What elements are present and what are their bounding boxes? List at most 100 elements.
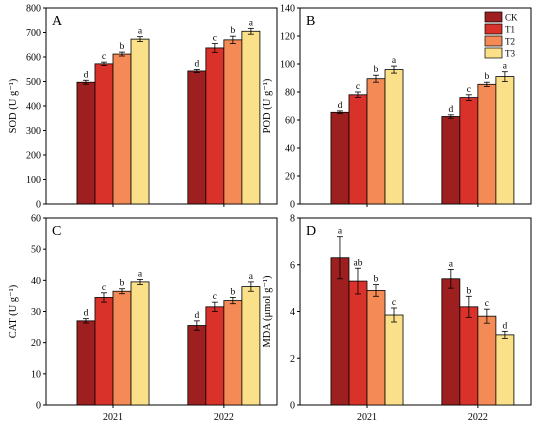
bar-ck	[76, 320, 96, 406]
bar-t3	[384, 314, 404, 406]
y-tick-label: 500	[26, 77, 41, 88]
bar-t3	[384, 69, 404, 205]
significance-label: d	[338, 101, 343, 111]
panel-d-letter: D	[306, 224, 316, 239]
x-tick-label: 2022	[468, 412, 488, 423]
x-tick-label: 2021	[357, 412, 377, 423]
legend-swatch-ck	[484, 11, 503, 23]
legend-label-t3: T3	[505, 49, 515, 59]
y-tick-label: 40	[285, 144, 295, 155]
significance-label: a	[138, 269, 143, 279]
panel-b-y-axis-title: POD (U g⁻¹)	[262, 78, 273, 133]
bar-t2	[366, 78, 386, 205]
significance-label: c	[102, 52, 106, 62]
significance-label: c	[485, 299, 489, 309]
y-tick-label: 60	[285, 116, 295, 127]
legend-label-t2: T2	[505, 37, 515, 47]
y-tick-label: 300	[26, 126, 41, 137]
y-tick-label: 30	[31, 307, 41, 318]
bar-t1	[205, 306, 225, 406]
bar-ck	[330, 257, 350, 406]
y-tick-label: 100	[26, 175, 41, 186]
legend-swatch-t3	[484, 47, 503, 59]
significance-label: d	[84, 309, 89, 319]
legend: CK T1 T2 T3	[484, 11, 518, 59]
bar-ck	[330, 111, 350, 205]
bar-ck	[76, 81, 96, 205]
bar-t2	[112, 53, 132, 205]
legend-label-ck: CK	[505, 13, 518, 23]
panel-a-y-axis-title: SOD (U g⁻¹)	[8, 78, 19, 133]
panel-a-letter: A	[52, 14, 63, 29]
significance-label: d	[503, 321, 508, 331]
significance-label: b	[485, 72, 490, 82]
significance-label: a	[449, 259, 454, 269]
bar-t3	[241, 286, 261, 406]
bar-ck	[187, 70, 207, 205]
y-tick-label: 0	[36, 200, 41, 211]
bar-ck	[441, 116, 461, 205]
bar-t1	[348, 280, 368, 406]
y-tick-label: 800	[26, 4, 41, 15]
panel-a: 0 100 200 300 400 500 600 700 800 SOD (U g⁻¹) Ad c b…	[8, 4, 278, 211]
significance-label: c	[213, 292, 217, 302]
panel-d-y-axis-title: MDA (μmol g⁻¹)	[262, 275, 273, 348]
bar-t1	[205, 47, 225, 205]
y-tick-label: 80	[285, 88, 295, 99]
panel-b-frame	[299, 7, 532, 205]
bar-ck	[441, 278, 461, 406]
bar-t2	[223, 39, 243, 205]
bar-t1	[94, 297, 114, 406]
bar-t3	[130, 38, 150, 205]
bar-t2	[477, 315, 497, 406]
bar-t1	[348, 94, 368, 205]
x-tick-label: 2021	[103, 412, 123, 423]
y-tick-label: 700	[26, 28, 41, 39]
bar-t2	[112, 290, 132, 406]
bar-t3	[241, 30, 261, 205]
panel-b-letter: B	[306, 14, 315, 29]
y-tick-label: 20	[31, 338, 41, 349]
significance-label: b	[466, 286, 471, 296]
bar-t3	[130, 281, 150, 406]
significance-label: a	[338, 227, 343, 237]
significance-label: b	[120, 279, 125, 289]
significance-label: b	[374, 65, 379, 75]
y-tick-label: 0	[290, 200, 295, 211]
y-tick-label: 10	[31, 369, 41, 380]
bar-t1	[459, 97, 479, 205]
y-tick-label: 120	[280, 32, 295, 43]
significance-label: c	[467, 85, 471, 95]
panel-b: 0 20 40 60 80 100 120 140 POD (U g⁻¹) Bd c b a d c b a CK…	[262, 4, 532, 211]
legend-swatch-t1	[484, 23, 503, 35]
significance-label: d	[448, 105, 453, 115]
significance-label: b	[231, 287, 236, 297]
significance-label: d	[84, 70, 89, 80]
y-tick-label: 50	[31, 245, 41, 256]
significance-label: ab	[353, 258, 362, 268]
bar-t3	[495, 334, 515, 406]
y-tick-label: 200	[26, 151, 41, 162]
y-tick-label: 4	[290, 307, 295, 318]
significance-label: a	[249, 272, 254, 282]
significance-label: a	[138, 27, 143, 37]
y-tick-label: 140	[280, 4, 295, 15]
significance-label: c	[356, 82, 360, 92]
panel-c-letter: C	[52, 224, 61, 239]
y-tick-label: 60	[31, 214, 41, 225]
bar-t2	[223, 300, 243, 406]
bar-ck	[187, 325, 207, 406]
significance-label: d	[194, 311, 199, 321]
significance-label: a	[392, 56, 397, 66]
y-tick-label: 600	[26, 53, 41, 64]
significance-label: a	[249, 18, 254, 28]
bar-t1	[459, 306, 479, 406]
bar-t3	[495, 76, 515, 205]
significance-label: b	[120, 42, 125, 52]
panel-c: 0 10 20 30 40 50 60 CAT (U g⁻¹) Cd c b a 2021 d c b a 202…	[8, 214, 278, 423]
x-tick-label: 2022	[214, 412, 234, 423]
significance-label: b	[374, 275, 379, 285]
bar-t2	[477, 83, 497, 205]
